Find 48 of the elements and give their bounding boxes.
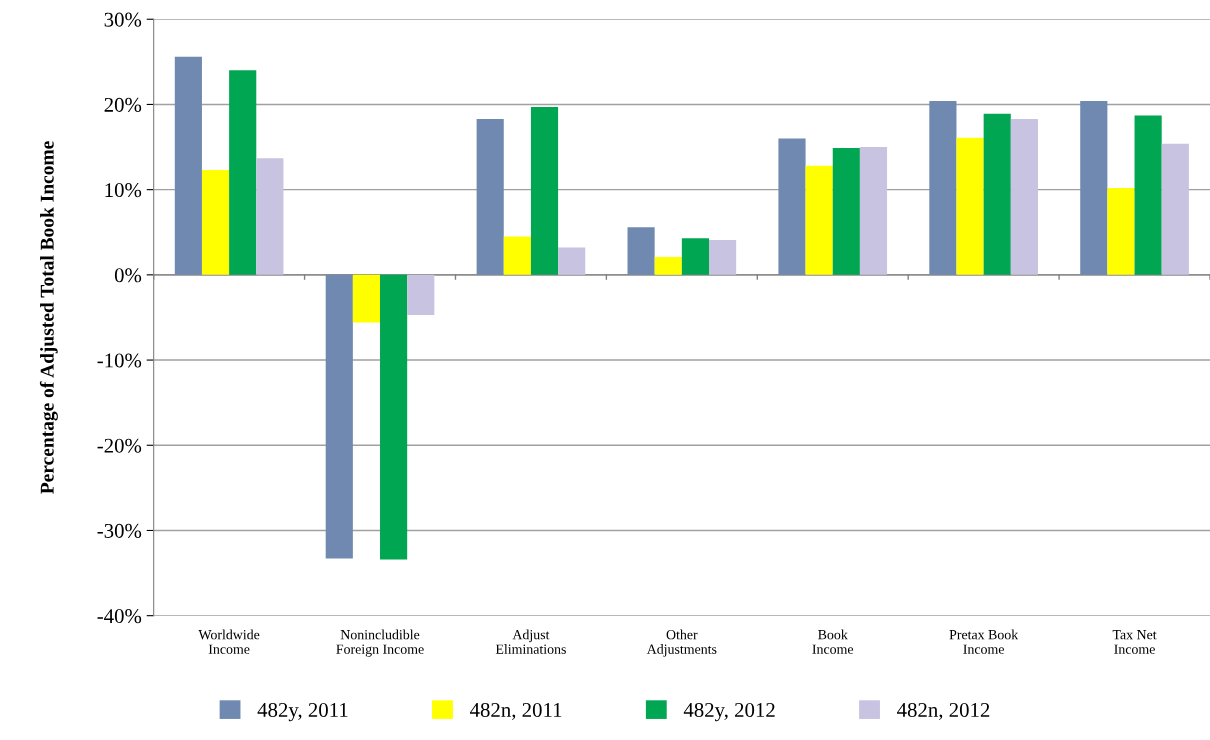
bar [654, 256, 682, 275]
y-tick-label: -20% [97, 438, 142, 453]
x-tick-label: Book Income [812, 629, 854, 654]
bar [859, 147, 888, 275]
bar [530, 107, 559, 275]
bar [380, 274, 408, 560]
x-tick-label: Adjust Eliminations [495, 629, 566, 654]
bar [805, 165, 833, 275]
bar [983, 113, 1011, 275]
bar [929, 101, 957, 275]
y-tick-label: 10% [105, 183, 142, 198]
x-tick-label: Nonincludible Foreign Income [336, 629, 424, 657]
bar [681, 238, 709, 275]
bar [476, 118, 504, 275]
bar [352, 274, 381, 323]
bar [1010, 118, 1038, 275]
bar [256, 158, 284, 275]
bar [407, 274, 435, 315]
y-axis-title: Percentage of Adjusted Total Book Income [39, 141, 58, 494]
bar [956, 137, 984, 275]
bar [229, 70, 257, 275]
x-tick-label: Tax Net Income [1112, 630, 1157, 654]
legend-label: 482y, 2012 [683, 702, 775, 722]
bar [503, 236, 531, 275]
y-tick-label: 20% [104, 97, 142, 112]
legend-label: 482y, 2011 [257, 702, 348, 722]
y-tick-label: 0% [114, 268, 142, 283]
bar [627, 227, 655, 275]
y-tick-label: 30% [104, 12, 142, 27]
bar [174, 56, 202, 275]
bar [709, 239, 737, 275]
bar [201, 170, 230, 275]
y-tick-label: -40% [97, 609, 142, 624]
bar [558, 247, 586, 275]
legend-label: 482n, 2012 [897, 702, 990, 720]
y-tick-label: -30% [97, 523, 142, 538]
bar [1080, 101, 1108, 275]
bar [325, 274, 353, 559]
bar [1107, 187, 1135, 275]
bar [832, 147, 860, 275]
bar [1161, 143, 1189, 275]
bar [778, 138, 806, 275]
bar [1134, 115, 1162, 275]
x-tick-label: Worldwide Income [198, 629, 260, 654]
x-tick-label: Other Adjustments [646, 629, 717, 657]
y-tick-label: -10% [97, 353, 142, 368]
x-tick-label: Pretax Book Income [949, 629, 1019, 654]
legend-label: 482n, 2011 [469, 702, 562, 720]
